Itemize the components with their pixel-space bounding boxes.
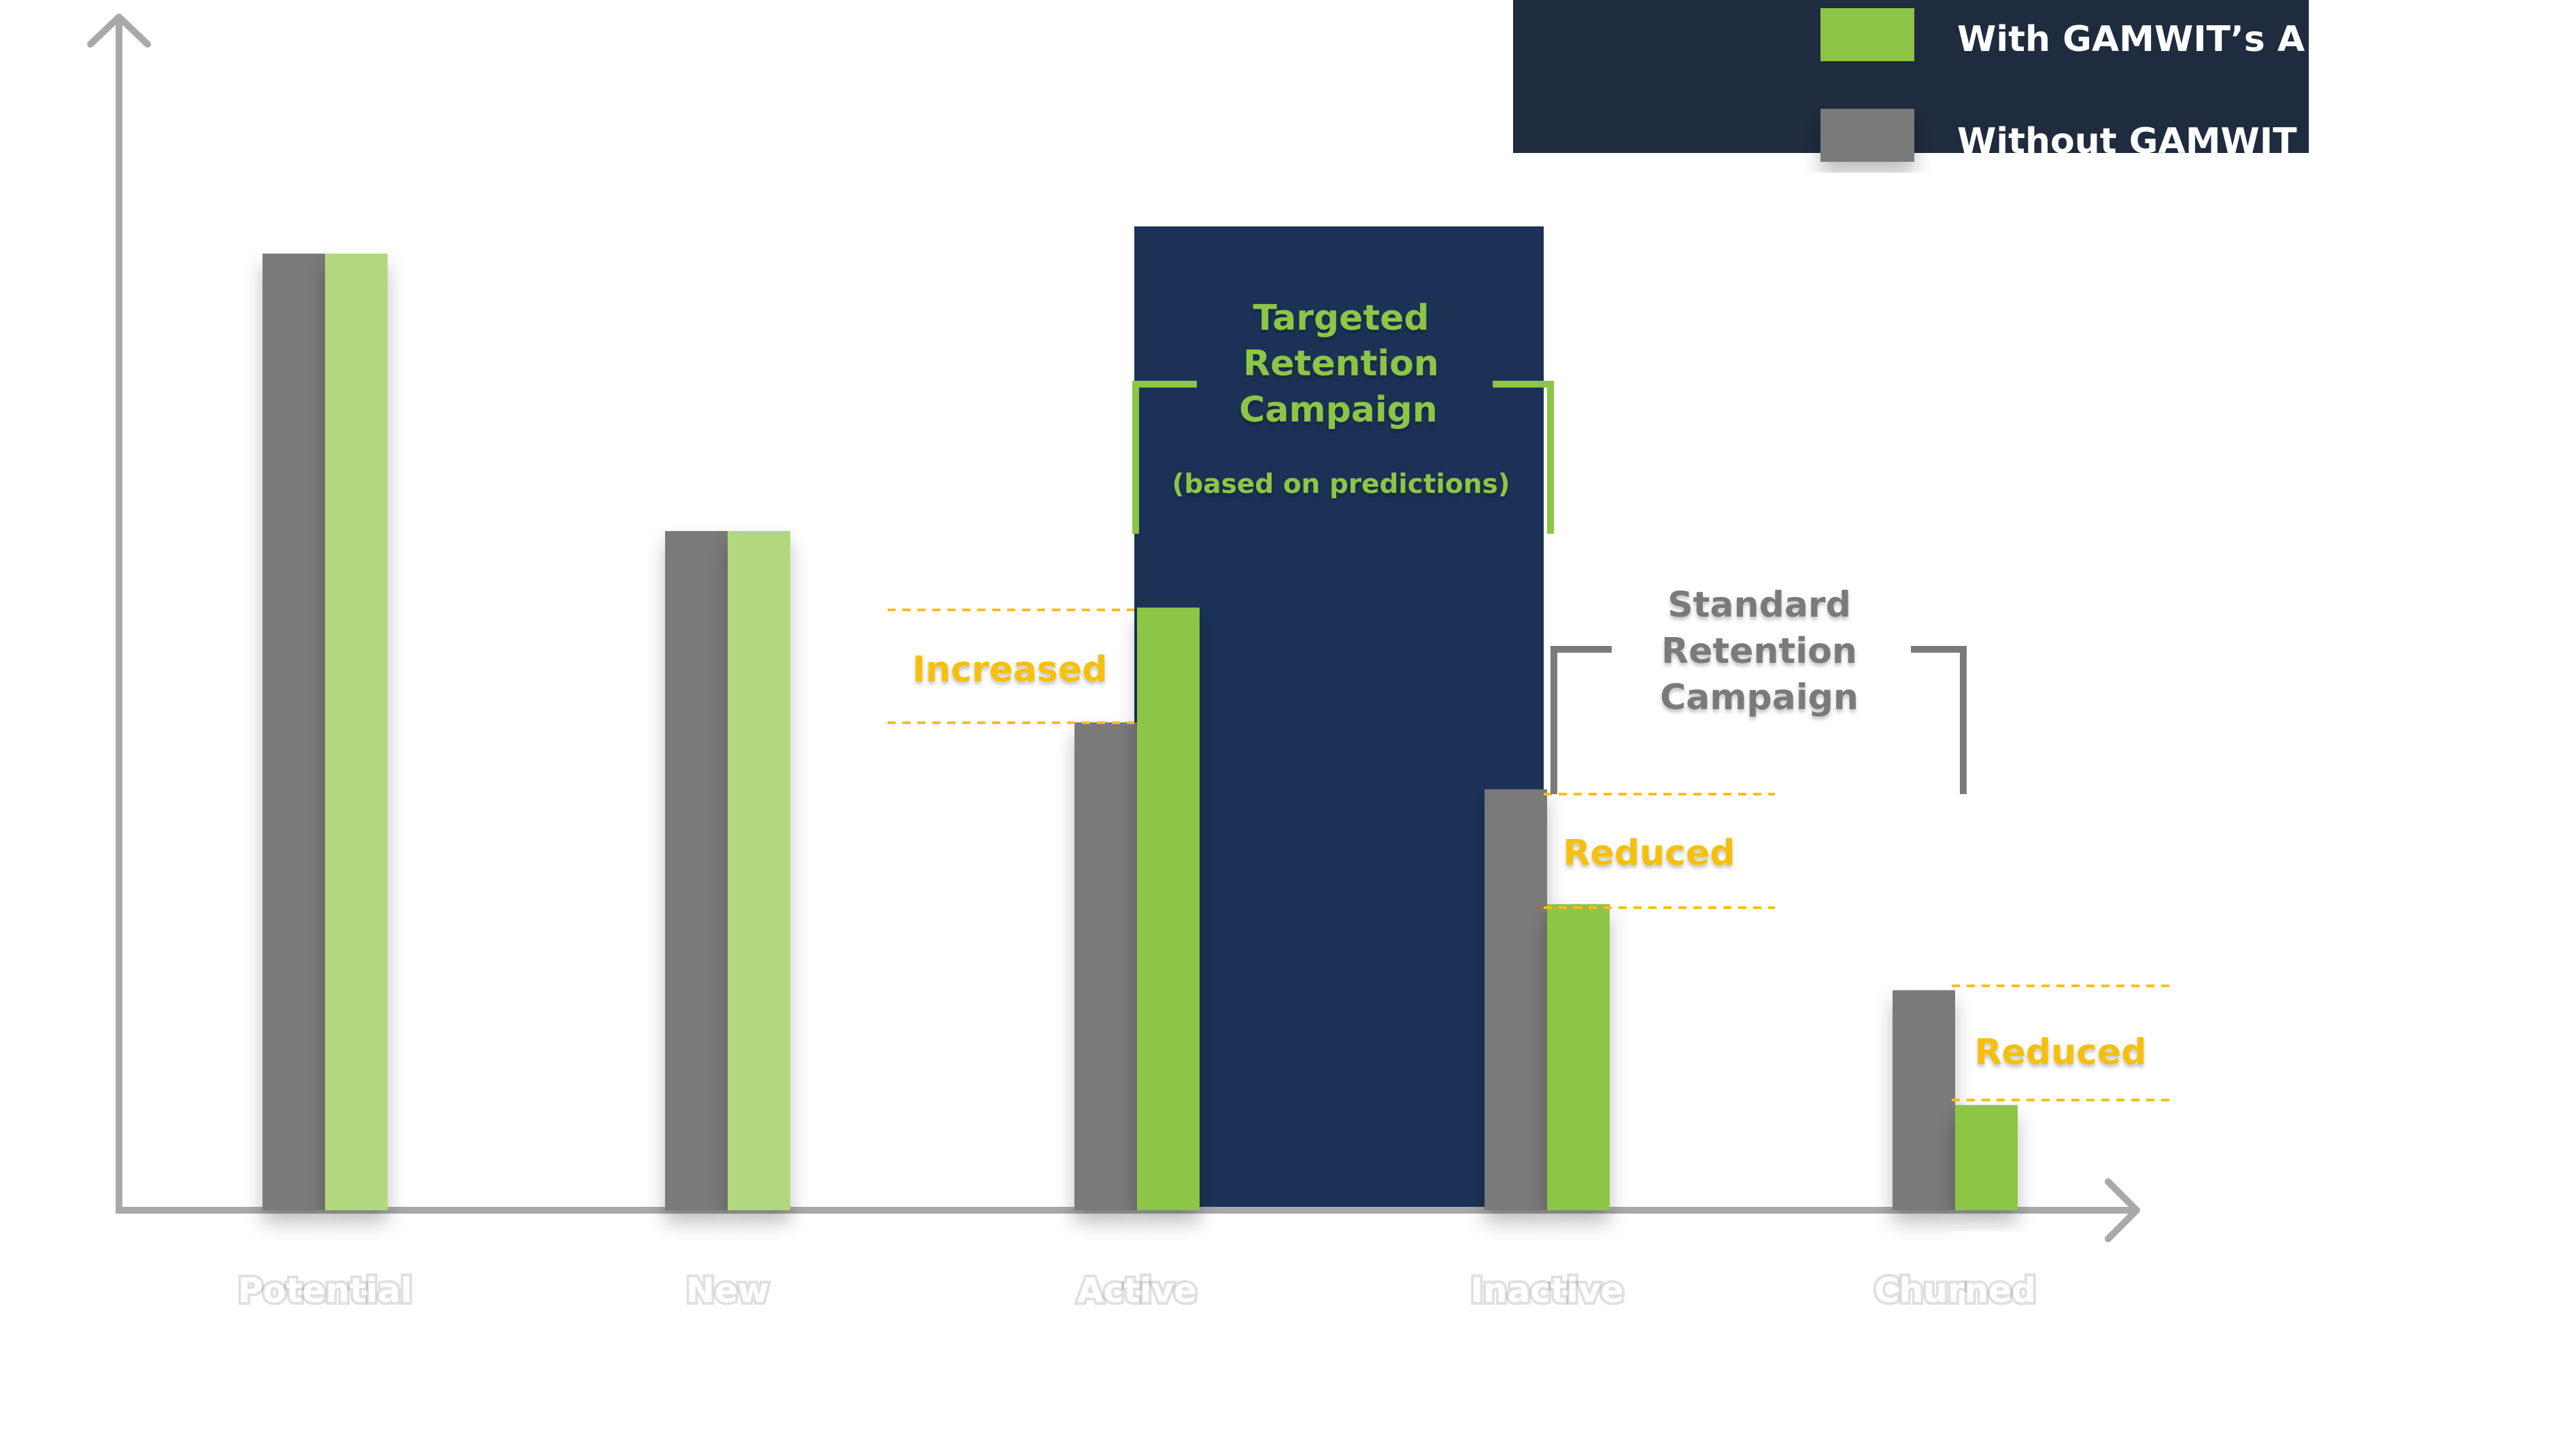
- standard-title-line3: Campaign: [1660, 677, 1859, 718]
- targeted-title-line2: Retention: [1243, 343, 1439, 384]
- bar-without-new: [665, 531, 728, 1210]
- bar-with-new: [728, 531, 790, 1210]
- x-tick-potential: Potential: [238, 1271, 412, 1310]
- standard-title-line1: Standard: [1667, 585, 1851, 626]
- reduced-churned-label: Reduced: [1975, 1032, 2147, 1073]
- targeted-campaign-panel: [1134, 226, 1544, 1214]
- targeted-bracket-right: [1493, 381, 1554, 534]
- x-tick-churned: Churned: [1874, 1271, 2036, 1310]
- increased-label: Increased: [913, 649, 1108, 690]
- bar-without-churned: [1893, 990, 1955, 1210]
- bar-with-potential: [325, 254, 388, 1210]
- reduced-inactive-label: Reduced: [1563, 833, 1735, 874]
- x-tick-inactive: Inactive: [1470, 1271, 1623, 1310]
- targeted-bracket: [1132, 381, 1554, 534]
- standard-bracket: [1550, 646, 1967, 794]
- legend-swatch-without: [1820, 109, 1914, 162]
- legend-label-with: With GAMWIT’s A: [1957, 19, 2305, 60]
- targeted-title-line1: Targeted: [1253, 298, 1429, 339]
- targeted-note: (based on predictions): [1172, 469, 1510, 500]
- bar-without-potential: [262, 254, 325, 1210]
- x-tick-labels: Potential New Active Inactive Churned: [235, 1268, 2039, 1313]
- legend-label-without: Without GAMWIT: [1957, 121, 2297, 162]
- bars: [262, 254, 2018, 1210]
- bar-with-active: [1137, 607, 1200, 1210]
- dashed-guides: [887, 609, 2169, 1101]
- bar-without-active: [1074, 722, 1137, 1210]
- y-axis-arrow: [87, 14, 151, 48]
- legend-swatch-with: [1820, 8, 1914, 61]
- legend: With GAMWIT’s A Without GAMWIT: [1513, 0, 2309, 162]
- bar-without-inactive: [1485, 789, 1547, 1210]
- bar-with-inactive: [1547, 904, 1610, 1210]
- standard-bracket-right: [1911, 646, 1967, 794]
- standard-title-line2: Retention: [1661, 631, 1857, 672]
- targeted-title-line3: Campaign: [1239, 390, 1438, 430]
- standard-bracket-left: [1550, 646, 1612, 794]
- x-axis-arrow: [2105, 1178, 2140, 1242]
- targeted-bracket-left: [1132, 381, 1197, 534]
- x-tick-new: New: [686, 1271, 769, 1310]
- x-tick-active: Active: [1077, 1271, 1197, 1310]
- bar-with-churned: [1955, 1105, 2018, 1210]
